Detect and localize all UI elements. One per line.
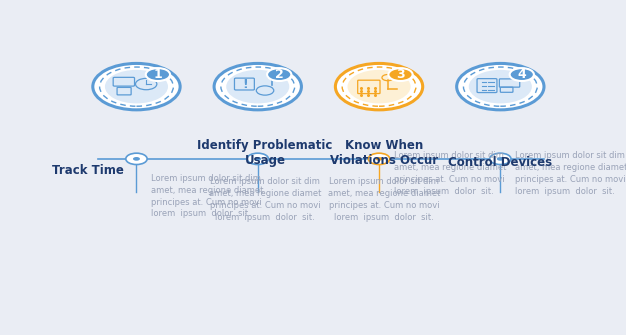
Circle shape [214,63,301,110]
Text: 4: 4 [518,68,526,81]
Text: Lorem ipsum dolor sit dim
amet, mea regione diamet
principes at. Cum no movi
lor: Lorem ipsum dolor sit dim amet, mea regi… [394,151,506,196]
Circle shape [497,157,504,161]
Circle shape [126,153,147,164]
Circle shape [510,68,534,81]
Text: 1: 1 [153,68,162,81]
Circle shape [133,157,140,161]
Circle shape [342,67,416,106]
Text: !: ! [242,77,247,90]
Text: Lorem ipsum dolor sit dim
amet, mea regione diamet
principes at. Cum no movi
lor: Lorem ipsum dolor sit dim amet, mea regi… [209,177,321,222]
Circle shape [456,63,544,110]
Circle shape [93,63,180,110]
Circle shape [336,63,423,110]
Text: Lorem ipsum dolor sit dim
amet, mea regione diamet
principes at. Cum no movi
lor: Lorem ipsum dolor sit dim amet, mea regi… [515,151,626,196]
Text: Control Devices: Control Devices [448,156,552,169]
Circle shape [376,157,382,161]
Text: Know When
Violations Occur: Know When Violations Occur [330,139,438,167]
Circle shape [347,70,411,104]
Text: Lorem ipsum dolor sit dim
amet, mea regione diamet
principes at. Cum no movi
lor: Lorem ipsum dolor sit dim amet, mea regi… [327,177,440,222]
Text: 2: 2 [275,68,284,81]
Circle shape [100,67,173,106]
Circle shape [226,70,289,104]
Circle shape [463,67,537,106]
Circle shape [267,68,291,81]
Circle shape [146,68,170,81]
Text: Track Time: Track Time [53,164,125,177]
Text: 3: 3 [396,68,405,81]
Circle shape [221,67,295,106]
Text: Lorem ipsum dolor sit dim
amet, mea regione diamet
principes at. Cum no movi
lor: Lorem ipsum dolor sit dim amet, mea regi… [151,174,264,218]
Circle shape [247,153,269,164]
Circle shape [469,70,532,104]
Text: Identify Problematic
Usage: Identify Problematic Usage [197,139,333,167]
Circle shape [105,70,168,104]
Circle shape [254,157,261,161]
Circle shape [368,153,390,164]
Circle shape [490,153,511,164]
Circle shape [388,68,413,81]
